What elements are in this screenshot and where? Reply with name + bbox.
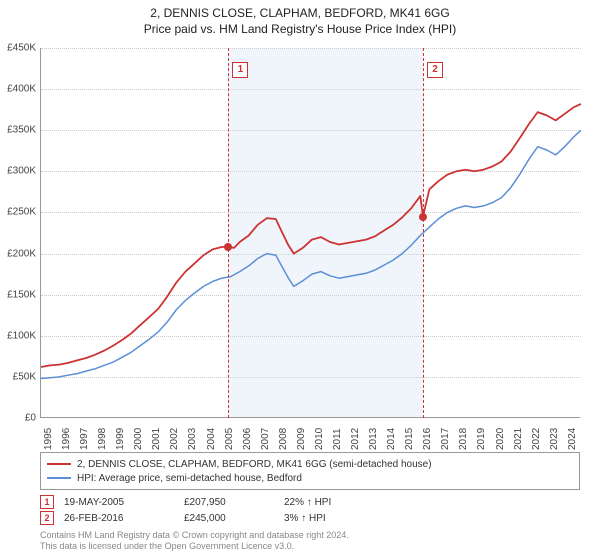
x-tick-label: 2007: [260, 428, 271, 450]
x-tick-label: 2013: [368, 428, 379, 450]
title-block: 2, DENNIS CLOSE, CLAPHAM, BEDFORD, MK41 …: [0, 0, 600, 36]
sale-marker-badge: 1: [232, 62, 248, 78]
y-tick-label: £200K: [0, 248, 36, 259]
x-tick-label: 2023: [549, 428, 560, 450]
sale-diff: 3% ↑ HPI: [284, 513, 374, 524]
footer-line1: Contains HM Land Registry data © Crown c…: [40, 530, 580, 541]
legend-row: 2, DENNIS CLOSE, CLAPHAM, BEDFORD, MK41 …: [47, 457, 573, 471]
line-series: [41, 48, 581, 418]
x-tick-label: 2004: [206, 428, 217, 450]
x-tick-label: 2009: [296, 428, 307, 450]
series-hpi_bedford: [41, 130, 581, 378]
x-tick-label: 2000: [133, 428, 144, 450]
x-tick-label: 1999: [115, 428, 126, 450]
sale-marker-dot: [224, 243, 232, 251]
sale-diff: 22% ↑ HPI: [284, 497, 374, 508]
x-tick-label: 1997: [79, 428, 90, 450]
y-tick-label: £450K: [0, 43, 36, 54]
y-tick-label: £50K: [0, 371, 36, 382]
legend-row: HPI: Average price, semi-detached house,…: [47, 471, 573, 485]
sale-marker-dot: [419, 213, 427, 221]
chart-area: 12 £0£50K£100K£150K£200K£250K£300K£350K£…: [40, 48, 580, 418]
footer: Contains HM Land Registry data © Crown c…: [40, 530, 580, 553]
sale-date: 26-FEB-2016: [64, 513, 174, 524]
x-tick-label: 2024: [567, 428, 578, 450]
legend-label-property: 2, DENNIS CLOSE, CLAPHAM, BEDFORD, MK41 …: [77, 459, 432, 470]
legend-label-hpi: HPI: Average price, semi-detached house,…: [77, 473, 302, 484]
sale-price: £245,000: [184, 513, 274, 524]
chart-container: 2, DENNIS CLOSE, CLAPHAM, BEDFORD, MK41 …: [0, 0, 600, 560]
x-tick-label: 2002: [169, 428, 180, 450]
title-line1: 2, DENNIS CLOSE, CLAPHAM, BEDFORD, MK41 …: [0, 6, 600, 20]
sale-row: 1 19-MAY-2005 £207,950 22% ↑ HPI: [40, 494, 580, 510]
sale-badge: 2: [40, 511, 54, 525]
x-tick-label: 2014: [386, 428, 397, 450]
x-tick-label: 2015: [404, 428, 415, 450]
x-tick-label: 2019: [476, 428, 487, 450]
footer-line2: This data is licensed under the Open Gov…: [40, 541, 580, 552]
x-tick-label: 2016: [422, 428, 433, 450]
x-tick-label: 2022: [531, 428, 542, 450]
x-tick-label: 1995: [43, 428, 54, 450]
x-tick-label: 1998: [97, 428, 108, 450]
sale-row: 2 26-FEB-2016 £245,000 3% ↑ HPI: [40, 510, 580, 526]
x-tick-label: 2003: [187, 428, 198, 450]
x-tick-label: 2011: [332, 428, 343, 450]
y-tick-label: £100K: [0, 330, 36, 341]
x-tick-label: 2006: [242, 428, 253, 450]
y-tick-label: £0: [0, 413, 36, 424]
series-property_price: [41, 104, 581, 367]
y-tick-label: £350K: [0, 125, 36, 136]
x-tick-label: 1996: [61, 428, 72, 450]
x-tick-label: 2005: [224, 428, 235, 450]
x-tick-label: 2018: [458, 428, 469, 450]
plot-background: 12: [40, 48, 580, 418]
legend-swatch-property: [47, 463, 71, 465]
y-tick-label: £150K: [0, 289, 36, 300]
x-tick-label: 2008: [278, 428, 289, 450]
sales-table: 1 19-MAY-2005 £207,950 22% ↑ HPI 2 26-FE…: [40, 494, 580, 526]
y-tick-label: £400K: [0, 84, 36, 95]
legend-swatch-hpi: [47, 477, 71, 479]
x-tick-label: 2001: [151, 428, 162, 450]
sale-price: £207,950: [184, 497, 274, 508]
y-tick-label: £250K: [0, 207, 36, 218]
x-tick-label: 2020: [495, 428, 506, 450]
x-tick-label: 2017: [440, 428, 451, 450]
x-tick-label: 2021: [513, 428, 524, 450]
title-line2: Price paid vs. HM Land Registry's House …: [0, 22, 600, 36]
x-tick-label: 2010: [314, 428, 325, 450]
legend: 2, DENNIS CLOSE, CLAPHAM, BEDFORD, MK41 …: [40, 452, 580, 490]
sale-date: 19-MAY-2005: [64, 497, 174, 508]
y-tick-label: £300K: [0, 166, 36, 177]
x-tick-label: 2012: [350, 428, 361, 450]
sale-badge: 1: [40, 495, 54, 509]
sale-marker-badge: 2: [427, 62, 443, 78]
